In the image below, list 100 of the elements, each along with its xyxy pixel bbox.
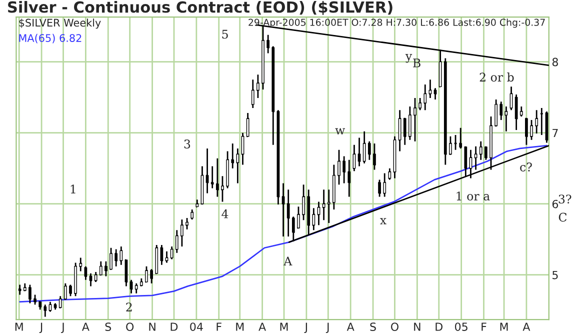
x-tick-label: S — [370, 322, 376, 331]
annotation: 5 — [222, 30, 228, 39]
x-tick-label: N — [149, 322, 156, 331]
x-tick-label: F — [482, 322, 486, 331]
candlestick — [520, 106, 523, 118]
candlestick — [530, 119, 533, 141]
y-tick-label: 5 — [552, 270, 558, 280]
candlestick — [459, 127, 462, 150]
candlestick — [418, 97, 422, 111]
candlestick — [327, 188, 330, 224]
annotation: 2 — [126, 302, 132, 312]
x-tick-label: S — [105, 322, 112, 331]
candlestick — [130, 279, 133, 294]
x-tick-label: A — [82, 322, 90, 331]
candlestick — [286, 188, 290, 238]
candlestick — [297, 206, 300, 229]
text: C — [558, 212, 567, 222]
x-tick-label: A — [346, 322, 354, 331]
candlestick — [383, 172, 386, 198]
annotation: 2 or b — [480, 72, 514, 82]
candlestick — [338, 149, 340, 186]
annotation: 1 — [70, 184, 76, 194]
x-tick-label: J — [304, 322, 307, 334]
candlestick — [134, 282, 138, 294]
candlestick — [424, 84, 427, 111]
x-tick-label: M — [280, 322, 288, 331]
y-tick-label: 6 — [552, 200, 558, 208]
annotation: 29-Apr-2005 16:00ET O:7.28 H:7.30 L:6.86 Last:6.90 Chg:-0.37 — [248, 18, 545, 28]
x-tick-label: 04 — [190, 322, 203, 331]
annotation: y — [405, 54, 412, 63]
candlestick — [514, 94, 518, 131]
x-tick-label: F — [216, 322, 222, 331]
candlestick — [403, 117, 406, 146]
annotation: w — [335, 128, 345, 134]
candlestick — [120, 246, 123, 266]
candlestick — [89, 272, 92, 287]
text: 3? — [558, 194, 572, 204]
candlestick — [226, 150, 229, 189]
candlestick — [444, 58, 447, 166]
x-tick-label: N — [414, 322, 420, 331]
candlestick — [535, 109, 538, 134]
annotation: A — [284, 256, 292, 266]
candlestick — [155, 244, 158, 274]
candlestick — [99, 260, 102, 276]
x-tick-label: A — [258, 322, 266, 331]
candlestick — [504, 106, 508, 132]
candlestick — [317, 201, 320, 226]
candlestick — [388, 168, 392, 180]
annotation: c? — [520, 162, 532, 172]
x-tick-label: J — [61, 322, 64, 334]
x-tick-label: J — [326, 322, 329, 334]
candlestick — [114, 248, 118, 268]
candlestick — [206, 148, 209, 194]
candlestick — [165, 250, 168, 264]
candlestick — [64, 282, 67, 300]
candlestick — [256, 74, 260, 99]
candlestick — [190, 208, 194, 220]
x-tick-label: O — [126, 322, 134, 331]
candlestick — [196, 198, 199, 208]
candlestick — [23, 282, 26, 292]
x-tick-label: D — [436, 322, 443, 331]
candlestick — [140, 278, 143, 287]
x-tick-label: M — [15, 322, 23, 331]
candlestick — [170, 246, 174, 260]
candlestick — [368, 140, 371, 161]
x-tick-label: D — [170, 322, 178, 331]
candlestick — [414, 97, 416, 142]
candlestick — [94, 271, 98, 283]
annotation: 3 — [184, 140, 190, 148]
candlestick — [449, 136, 452, 156]
candlestick — [272, 46, 275, 146]
chart-title: Silver - Continuous Contract (EOD) ($SILVER) — [8, 0, 392, 15]
candlestick — [348, 159, 351, 198]
candlestick — [38, 301, 42, 310]
annotation: 1 or a — [456, 192, 490, 200]
candlestick — [18, 284, 22, 296]
candlestick — [236, 148, 240, 184]
candlestick — [175, 229, 178, 254]
annotation: 4 — [222, 209, 228, 218]
candlestick — [500, 100, 503, 121]
x-tick-label: M — [500, 322, 508, 331]
x-tick-label: J — [39, 322, 42, 334]
candlestick — [312, 207, 316, 231]
candlestick — [251, 78, 254, 109]
chart-subtitle: $SILVER Weekly — [19, 18, 101, 29]
candlestick — [110, 247, 112, 271]
candlestick — [54, 302, 57, 310]
candlestick — [44, 304, 47, 318]
candlestick — [58, 295, 62, 309]
candlestick — [216, 158, 219, 198]
x-tick-label: O — [390, 322, 398, 331]
text: MA(65) 6.82 — [19, 34, 82, 44]
candlestick — [231, 142, 234, 170]
annotation: B — [413, 58, 420, 68]
x-tick-label: M — [236, 322, 244, 331]
candlestick — [145, 266, 148, 283]
x-tick-label: A — [522, 322, 530, 331]
candlestick — [302, 184, 305, 221]
candlestick — [186, 217, 188, 230]
candlestick — [74, 262, 77, 297]
